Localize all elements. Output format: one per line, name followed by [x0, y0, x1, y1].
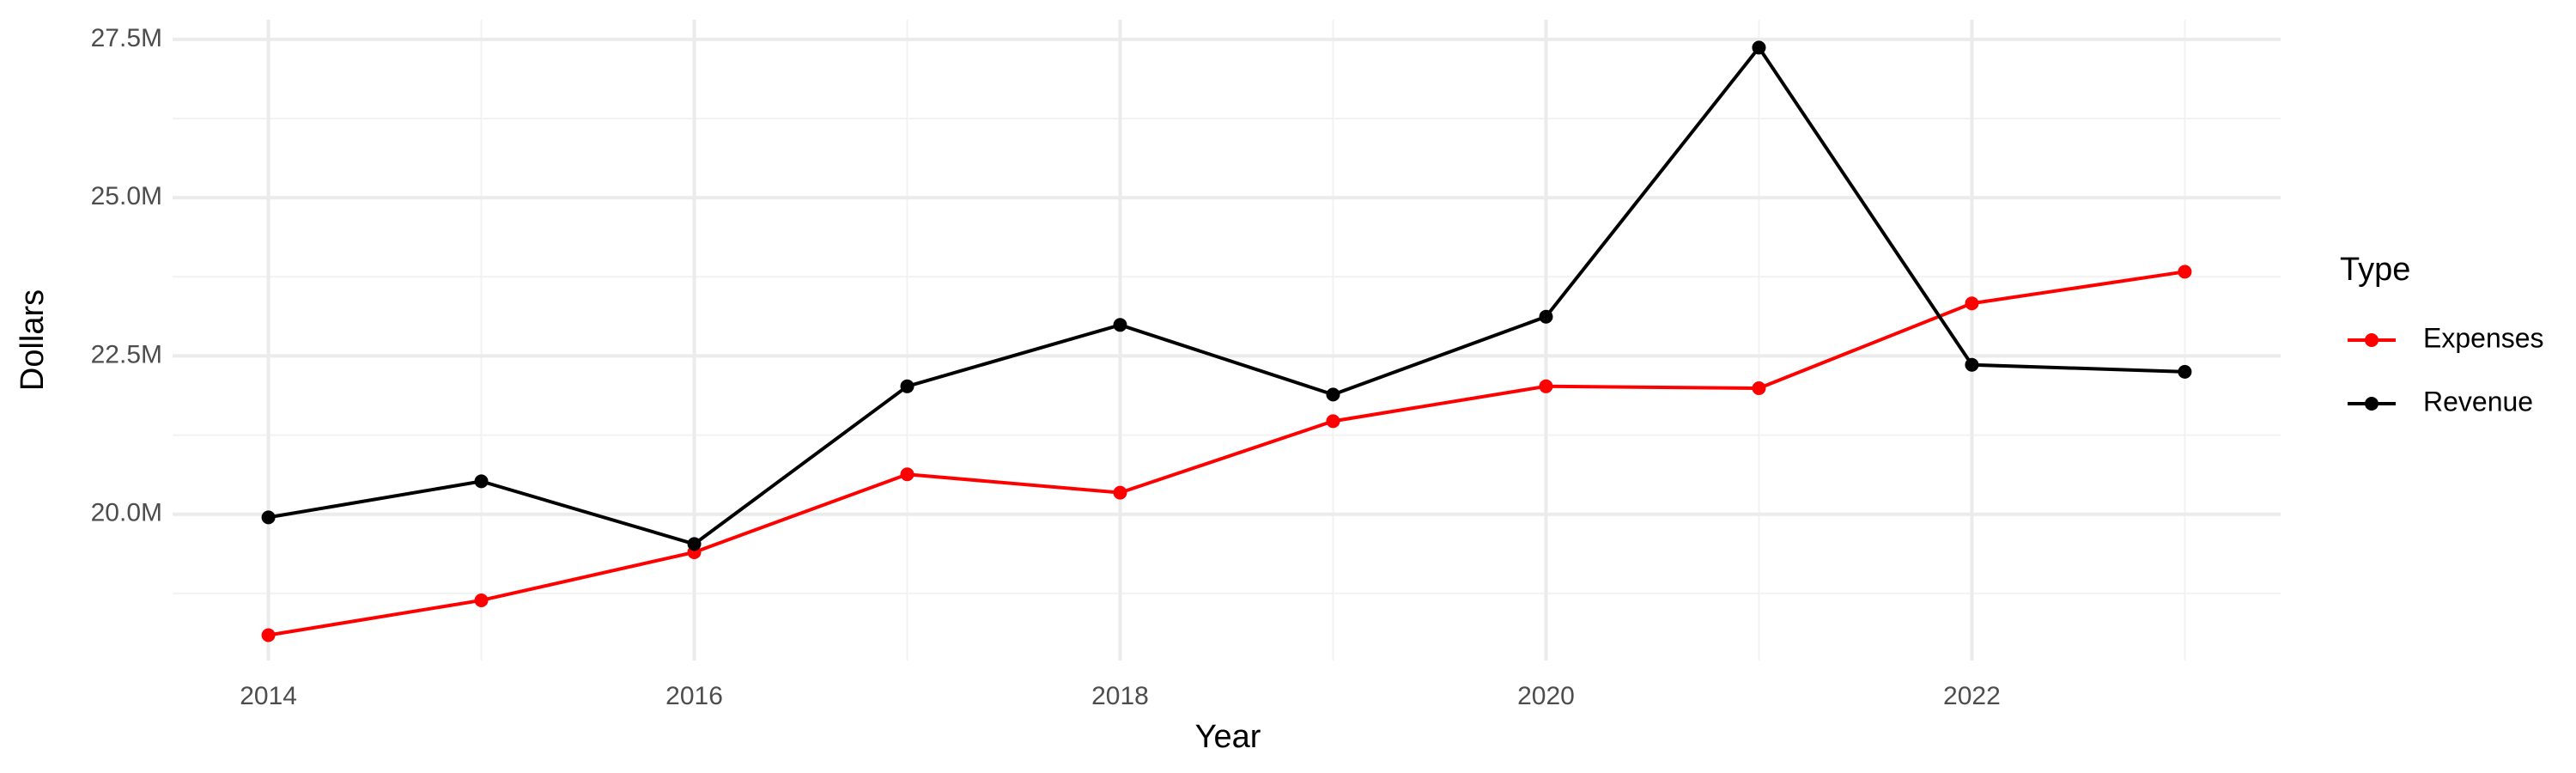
data-point: [1113, 318, 1127, 332]
data-point: [1752, 381, 1766, 396]
data-point: [474, 474, 489, 489]
y-tick-label: 25.0M: [91, 182, 162, 210]
data-point: [474, 593, 489, 607]
data-point: [1539, 309, 1553, 324]
data-point: [1326, 387, 1340, 402]
data-point: [2178, 364, 2192, 379]
data-point: [687, 537, 702, 551]
data-point: [1965, 357, 1979, 372]
y-tick-label: 20.0M: [91, 499, 162, 527]
y-tick-label: 27.5M: [91, 24, 162, 52]
data-point: [1965, 296, 1979, 311]
data-point: [261, 628, 276, 642]
data-point: [1113, 485, 1127, 500]
x-tick-label: 2018: [1091, 682, 1149, 710]
data-point: [900, 467, 914, 482]
data-point: [1326, 414, 1340, 429]
legend-key-point: [2365, 333, 2379, 347]
data-point: [2178, 265, 2192, 279]
legend-label: Revenue: [2423, 386, 2533, 417]
x-tick-label: 2014: [240, 682, 297, 710]
y-axis-title: Dollars: [15, 289, 51, 391]
legend-title: Type: [2340, 252, 2410, 288]
data-point: [261, 510, 276, 525]
x-tick-label: 2016: [665, 682, 723, 710]
series-line: [268, 270, 2185, 637]
data-point: [1752, 40, 1766, 55]
legend-label: Expenses: [2423, 322, 2544, 353]
legend-key-point: [2365, 397, 2379, 411]
x-tick-label: 2022: [1943, 682, 2001, 710]
series-line: [268, 45, 2185, 546]
x-axis-title: Year: [1195, 719, 1261, 755]
data-point: [1539, 379, 1553, 393]
data-point: [900, 379, 914, 393]
y-tick-label: 22.5M: [91, 340, 162, 368]
x-tick-label: 2020: [1517, 682, 1575, 710]
